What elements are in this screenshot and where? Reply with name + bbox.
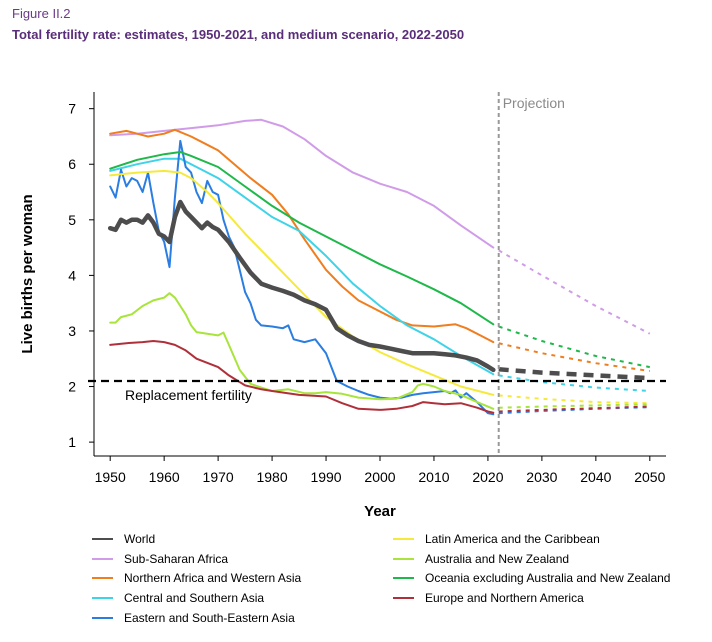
legend-label-6: Australia and New Zealand <box>425 552 569 566</box>
y-tick-label: 1 <box>68 434 76 450</box>
y-tick-label: 6 <box>68 156 76 172</box>
series-line-0 <box>107 199 496 373</box>
x-axis-title: Year <box>364 503 396 520</box>
y-tick-label: 3 <box>68 323 76 339</box>
x-tick-label: 1950 <box>95 469 126 485</box>
projection-label: Projection <box>503 95 565 111</box>
legend-label-1: Sub-Saharan Africa <box>124 552 228 566</box>
series-line-5 <box>109 169 495 396</box>
legend-label-5: Latin America and the Caribbean <box>425 532 600 546</box>
projection-line-1 <box>498 249 651 335</box>
figure-label: Figure II.2 <box>12 6 71 21</box>
projection-line-8 <box>498 405 650 413</box>
legend-label-4: Eastern and South-Eastern Asia <box>124 611 295 625</box>
x-tick-label: 1960 <box>149 469 180 485</box>
legend-label-7: Oceania excluding Australia and New Zeal… <box>425 571 670 585</box>
y-tick-label: 4 <box>68 267 76 283</box>
projection-line-6 <box>498 403 650 409</box>
series-line-4 <box>109 139 495 416</box>
series-line-7 <box>109 151 495 326</box>
legend-label-3: Central and Southern Asia <box>124 591 264 605</box>
projection-line-0 <box>498 367 650 381</box>
legend-label-0: World <box>124 532 155 546</box>
x-tick-label: 2050 <box>634 469 665 485</box>
projection-line-7 <box>498 325 651 369</box>
x-tick-label: 2030 <box>526 469 557 485</box>
projection-line-4 <box>498 406 650 415</box>
x-tick-label: 1970 <box>203 469 234 485</box>
series-line-8 <box>109 340 495 414</box>
y-tick-label: 7 <box>68 101 76 117</box>
series-line-3 <box>109 157 495 376</box>
x-tick-label: 2020 <box>472 469 503 485</box>
x-tick-label: 1990 <box>310 469 341 485</box>
legend-label-2: Northern Africa and Western Asia <box>124 571 302 585</box>
series-line-6 <box>109 292 495 410</box>
projection-line-3 <box>498 374 650 392</box>
y-tick-label: 2 <box>68 379 76 395</box>
projection-line-2 <box>498 342 650 372</box>
x-tick-label: 1980 <box>256 469 287 485</box>
series-line-2 <box>109 128 495 344</box>
figure-title: Total fertility rate: estimates, 1950-20… <box>12 27 465 42</box>
legend-label-8: Europe and Northern America <box>425 591 584 605</box>
series-line-1 <box>109 118 495 249</box>
x-tick-label: 2000 <box>364 469 395 485</box>
x-tick-label: 2040 <box>580 469 611 485</box>
y-tick-label: 5 <box>68 212 76 228</box>
projection-line-5 <box>498 394 650 405</box>
y-axis-title: Live births per woman <box>19 194 36 353</box>
x-tick-label: 2010 <box>418 469 449 485</box>
replacement-fertility-label: Replacement fertility <box>125 387 252 403</box>
